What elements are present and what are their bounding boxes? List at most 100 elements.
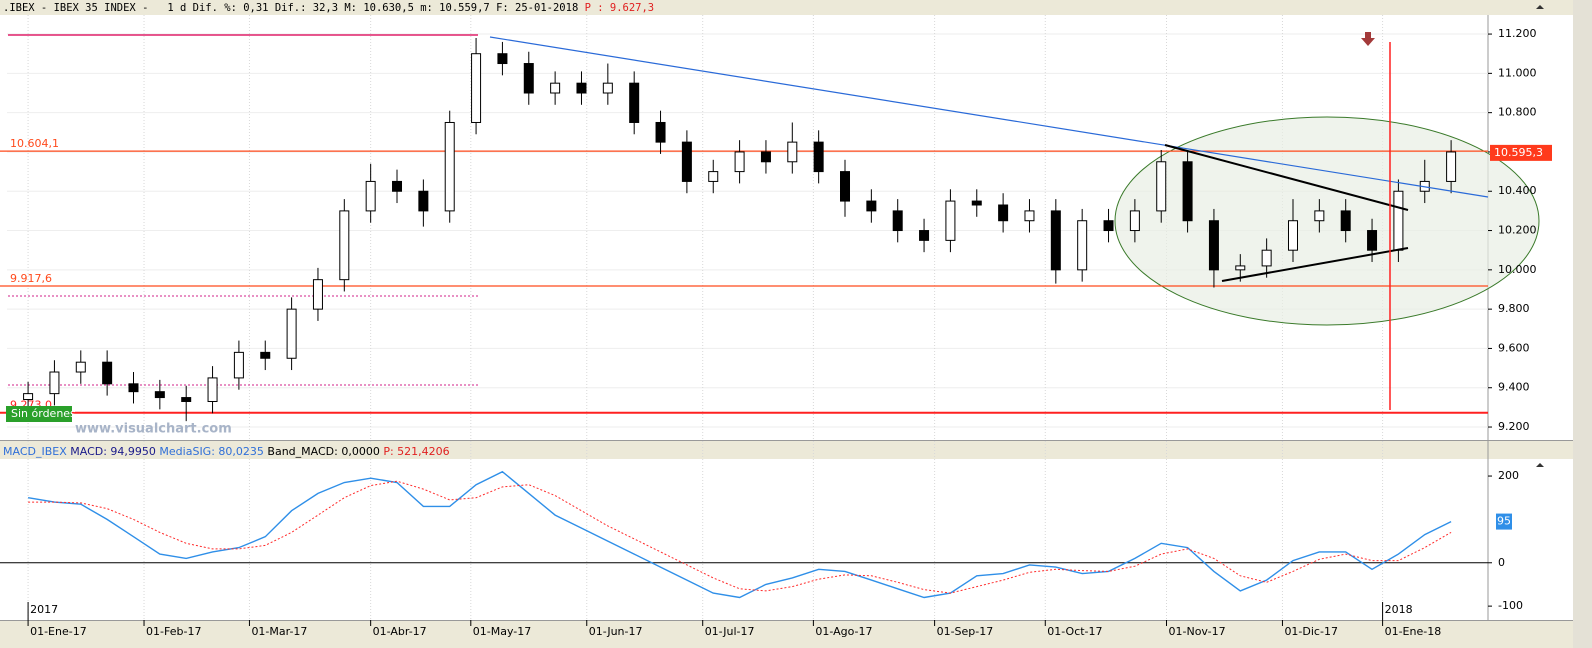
candles (23, 37, 1457, 422)
candle-body (365, 180, 376, 212)
candle-body (1393, 190, 1404, 251)
candle-body (971, 200, 982, 206)
badge[interactable] (6, 406, 72, 422)
candle-body (339, 210, 350, 281)
candle-body (497, 53, 508, 65)
candle-body (892, 210, 903, 232)
candle-body (708, 171, 719, 182)
candle-body (154, 391, 165, 399)
candle-body (1287, 220, 1298, 251)
candle-body (681, 141, 692, 182)
macd-value: MACD: 94,9950 (70, 445, 156, 458)
x-tick-label: 01-Oct-17 (1047, 625, 1102, 638)
x-tick-label: 01-Nov-17 (1169, 625, 1226, 638)
arrow-icon (1361, 32, 1375, 46)
year-label: 2018 (1385, 603, 1413, 616)
candle-body (550, 82, 561, 94)
candle-body (233, 351, 244, 379)
scroll-arrow[interactable] (1536, 5, 1544, 9)
candle-body (260, 351, 271, 359)
candle-body (1340, 210, 1351, 232)
candle-body (286, 308, 297, 359)
candle-body (734, 151, 745, 173)
y-tick-label: -100 (1498, 599, 1523, 612)
candle-body (602, 82, 613, 94)
candle-body (629, 82, 640, 123)
candle-body (49, 371, 60, 395)
axes: 11.20011.00010.80010.60010.40010.20010.0… (27, 27, 1552, 638)
x-tick-label: 01-Sep-17 (937, 625, 994, 638)
candle-body (75, 361, 86, 373)
price-label: 10.595,3 (1494, 146, 1543, 159)
y-tick-label: 10.000 (1498, 263, 1537, 276)
y-tick-label: 10.400 (1498, 184, 1537, 197)
candle-body (1235, 265, 1246, 271)
value-box (1496, 513, 1512, 530)
candle-body (1182, 161, 1193, 222)
x-tick-label: 01-Mar-17 (251, 625, 307, 638)
grid (7, 15, 1488, 620)
candle-body (523, 63, 534, 94)
macd-name: MACD_IBEX (3, 445, 67, 458)
candle-body (576, 82, 587, 94)
y-tick-label: 11.200 (1498, 27, 1537, 40)
triangle-line (1221, 247, 1409, 282)
p-value: P: 521,4206 (383, 445, 449, 458)
candle-body (128, 383, 139, 393)
scroll-arrow[interactable] (1536, 463, 1544, 467)
x-tick-label: 01-May-17 (473, 625, 531, 638)
candle-body (787, 141, 798, 163)
candle-body (1446, 151, 1457, 182)
candle-body (998, 204, 1009, 222)
y-tick-label: 11.000 (1498, 66, 1537, 79)
candle-body (760, 151, 771, 163)
candle-body (945, 200, 956, 241)
candle-body (813, 141, 824, 173)
year-label: 2017 (30, 603, 58, 616)
value-label: 95 (1497, 515, 1511, 528)
watermark: www.visualchart.com (75, 422, 232, 437)
band-value: Band_MACD: 0,0000 (267, 445, 379, 458)
header-info: .IBEX - IBEX 35 INDEX - 1 d Dif. %: 0,31… (3, 2, 578, 14)
triangle-line (1164, 144, 1409, 211)
candle-body (102, 361, 113, 385)
candle-body (1367, 230, 1378, 251)
candle-body (23, 393, 34, 401)
level-label: 10.604,1 (10, 137, 59, 150)
y-tick-label: 0 (1498, 556, 1505, 569)
candle-body (1077, 220, 1088, 271)
x-tick-label: 01-Jul-17 (705, 625, 755, 638)
y-tick-label: 10.200 (1498, 224, 1537, 237)
trend-line (489, 36, 1489, 198)
y-tick-label: 9.800 (1498, 302, 1530, 315)
macd-header-bar (0, 441, 1592, 459)
x-tick-label: 01-Ene-17 (30, 625, 87, 638)
x-tick-label: 01-Jun-17 (589, 625, 643, 638)
x-tick-label: 01-Feb-17 (146, 625, 201, 638)
x-tick-label: 01-Dic-17 (1284, 625, 1338, 638)
scrollbar[interactable] (1573, 0, 1592, 648)
candle-body (919, 230, 930, 241)
candle-body (840, 171, 851, 202)
candle-body (1261, 249, 1272, 267)
macd-line (27, 470, 1452, 599)
candle-body (312, 279, 323, 310)
macd (0, 470, 1488, 599)
y-tick-label: 9.600 (1498, 341, 1530, 354)
candle-body (207, 377, 218, 402)
macd-header: MACD_IBEX MACD: 94,9950 MediaSIG: 80,023… (3, 445, 450, 458)
y-tick-label: 200 (1498, 469, 1519, 482)
candle-body (418, 190, 429, 212)
levels: 10.604,19.917,69.273,0 (0, 137, 1488, 414)
candle-body (1050, 210, 1061, 271)
x-tick-label: 01-Ene-18 (1385, 625, 1442, 638)
candle-body (655, 121, 666, 143)
candle-body (1103, 220, 1114, 232)
signal-value: MediaSIG: 80,0235 (159, 445, 263, 458)
candle-body (866, 200, 877, 212)
y-tick-label: 9.200 (1498, 420, 1530, 433)
x-tick-label: 01-Abr-17 (373, 625, 427, 638)
header-bar (0, 0, 1592, 15)
price-box (1490, 144, 1552, 161)
